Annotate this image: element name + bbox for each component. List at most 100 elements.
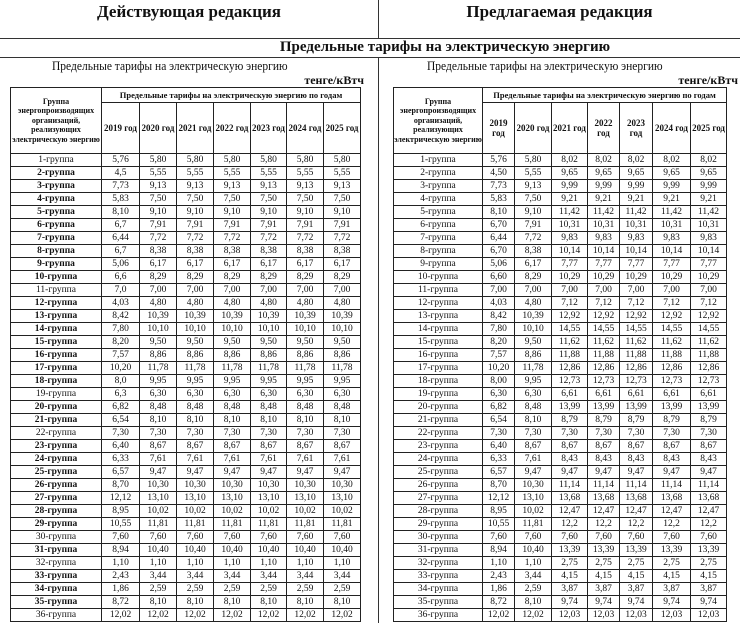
tariff-value-cell: 9,50 [322,335,362,349]
tariff-value-cell: 13,39 [652,543,691,557]
tariff-value-cell: 8,94 [482,543,515,557]
tariff-value-cell: 6,40 [482,439,515,453]
tariff-value-cell: 7,91 [139,218,177,232]
tariff-value-cell: 7,61 [139,452,177,466]
group-name-cell: 6-группа [393,218,483,232]
tariff-value-cell: 3,44 [514,569,552,583]
tariff-value-cell: 10,02 [286,504,324,518]
tariff-value-cell: 10,14 [587,244,620,258]
tariff-value-cell: 11,42 [689,205,728,219]
tariff-value-cell: 10,39 [176,309,214,323]
table-row: 18-группа 8,0 9,95 9,95 9,95 9,95 9,95 9,95 [10,374,362,388]
tariff-value-cell: 7,60 [482,530,515,544]
tariff-value-cell: 9,47 [213,465,251,479]
tariff-value-cell: 9,47 [587,465,620,479]
tariff-value-cell: 9,95 [139,374,177,388]
tariff-value-cell: 10,14 [652,244,691,258]
tariff-value-cell: 8,20 [482,335,515,349]
tariff-value-cell: 10,10 [286,322,324,336]
tariff-value-cell: 10,40 [514,543,552,557]
tariff-value-cell: 6,17 [213,257,251,271]
tariff-value-cell: 4,80 [286,296,324,310]
group-name-cell: 9-группа [10,257,102,271]
tariff-value-cell: 9,47 [689,465,728,479]
tariff-value-cell: 6,30 [322,387,362,401]
tariff-value-cell: 10,29 [689,270,728,284]
tariff-value-cell: 8,67 [176,439,214,453]
tariff-value-cell: 14,55 [689,322,728,336]
tariff-value-cell: 8,86 [176,348,214,362]
proposed-edition-heading: Предлагаемая редакция [466,2,653,21]
tariff-value-cell: 13,39 [587,543,620,557]
tariff-value-cell: 6,30 [139,387,177,401]
tariff-value-cell: 8,38 [213,244,251,258]
year-header: 2021 год [176,102,214,154]
tariff-value-cell: 11,62 [689,335,728,349]
tariff-value-cell: 9,99 [619,179,653,193]
table-row: 15-группа 8,20 9,50 11,62 11,62 11,62 11,62 11,… [393,335,728,349]
tariff-value-cell: 8,38 [514,244,552,258]
table-subtitle: Предельные тарифы на электрическую энерг… [52,59,288,73]
tariff-value-cell: 11,62 [587,335,620,349]
tariff-value-cell: 8,29 [250,270,287,284]
tariff-value-cell: 7,30 [514,426,552,440]
tariff-value-cell: 5,83 [482,192,515,206]
table-row: 2-группа 4,5 5,55 5,55 5,55 5,55 5,55 5,55 [10,166,362,180]
tariff-value-cell: 10,30 [213,478,251,492]
table-row: 14-группа 7,80 10,10 14,55 14,55 14,55 14,55 14… [393,322,728,336]
tariff-value-cell: 11,42 [619,205,653,219]
table-row: 27-группа 12,12 13,10 13,10 13,10 13,10 13,10 1… [10,491,362,505]
group-name-cell: 6-группа [10,218,102,232]
table-row: 6-группа 6,7 7,91 7,91 7,91 7,91 7,91 7,91 [10,218,362,232]
tariff-value-cell: 8,02 [551,153,588,167]
tariff-value-cell: 7,60 [213,530,251,544]
tariff-value-cell: 6,44 [482,231,515,245]
tariff-value-cell: 4,80 [514,296,552,310]
group-name-cell: 22-группа [393,426,483,440]
tariff-value-cell: 6,54 [482,413,515,427]
year-header: 2019 год [482,102,515,154]
tariff-value-cell: 6,54 [101,413,140,427]
tariff-value-cell: 6,61 [619,387,653,401]
table-row: 22-группа 7,30 7,30 7,30 7,30 7,30 7,30 7,30 [393,426,728,440]
tariff-value-cell: 8,67 [619,439,653,453]
years-span-header: Предельные тарифы на электрическую энерг… [481,87,728,103]
table-row: 12-группа 4,03 4,80 7,12 7,12 7,12 7,12 7,12 [393,296,728,310]
tariff-value-cell: 10,40 [176,543,214,557]
table-row: 22-группа 7,30 7,30 7,30 7,30 7,30 7,30 7,30 [10,426,362,440]
tariff-value-cell: 8,43 [652,452,691,466]
current-edition-heading: Действующая редакция [97,2,281,21]
table-row: 4-группа 5,83 7,50 7,50 7,50 7,50 7,50 7,50 [10,192,362,206]
tariff-value-cell: 6,82 [101,400,140,414]
tariff-value-cell: 12,92 [551,309,588,323]
tariff-value-cell: 11,78 [286,361,324,375]
tariff-value-cell: 9,47 [139,465,177,479]
year-header: 2019 год [101,102,140,154]
tariff-value-cell: 11,88 [619,348,653,362]
tariff-value-cell: 6,61 [551,387,588,401]
year-header: 2024 год [286,102,324,154]
table-row: 19-группа 6,30 6,30 6,61 6,61 6,61 6,61 6,61 [393,387,728,401]
table-subtitle: Предельные тарифы на электрическую энерг… [427,59,663,73]
years-span-header: Предельные тарифы на электрическую энерг… [100,87,362,103]
tariff-value-cell: 11,62 [652,335,691,349]
group-name-cell: 21-группа [393,413,483,427]
tariff-value-cell: 7,30 [139,426,177,440]
table-row: 1-группа 5,76 5,80 5,80 5,80 5,80 5,80 5,80 [10,153,362,167]
tariff-value-cell: 8,02 [652,153,691,167]
tariff-value-cell: 8,29 [213,270,251,284]
tariff-value-cell: 6,3 [101,387,140,401]
table-row: 3-группа 7,73 9,13 9,13 9,13 9,13 9,13 9,13 [10,179,362,193]
tariff-value-cell: 8,29 [514,270,552,284]
tariff-value-cell: 7,61 [286,452,324,466]
year-header: 2023 год [250,102,287,154]
tariff-value-cell: 7,00 [689,283,728,297]
tariff-value-cell: 13,10 [286,491,324,505]
tariff-value-cell: 11,62 [551,335,588,349]
group-name-cell: 23-группа [393,439,483,453]
tariff-value-cell: 12,2 [652,517,691,531]
tariff-value-cell: 9,13 [322,179,362,193]
tariff-value-cell: 5,80 [286,153,324,167]
tariff-value-cell: 8,29 [176,270,214,284]
table-row: 16-группа 7,57 8,86 8,86 8,86 8,86 8,86 8,86 [10,348,362,362]
